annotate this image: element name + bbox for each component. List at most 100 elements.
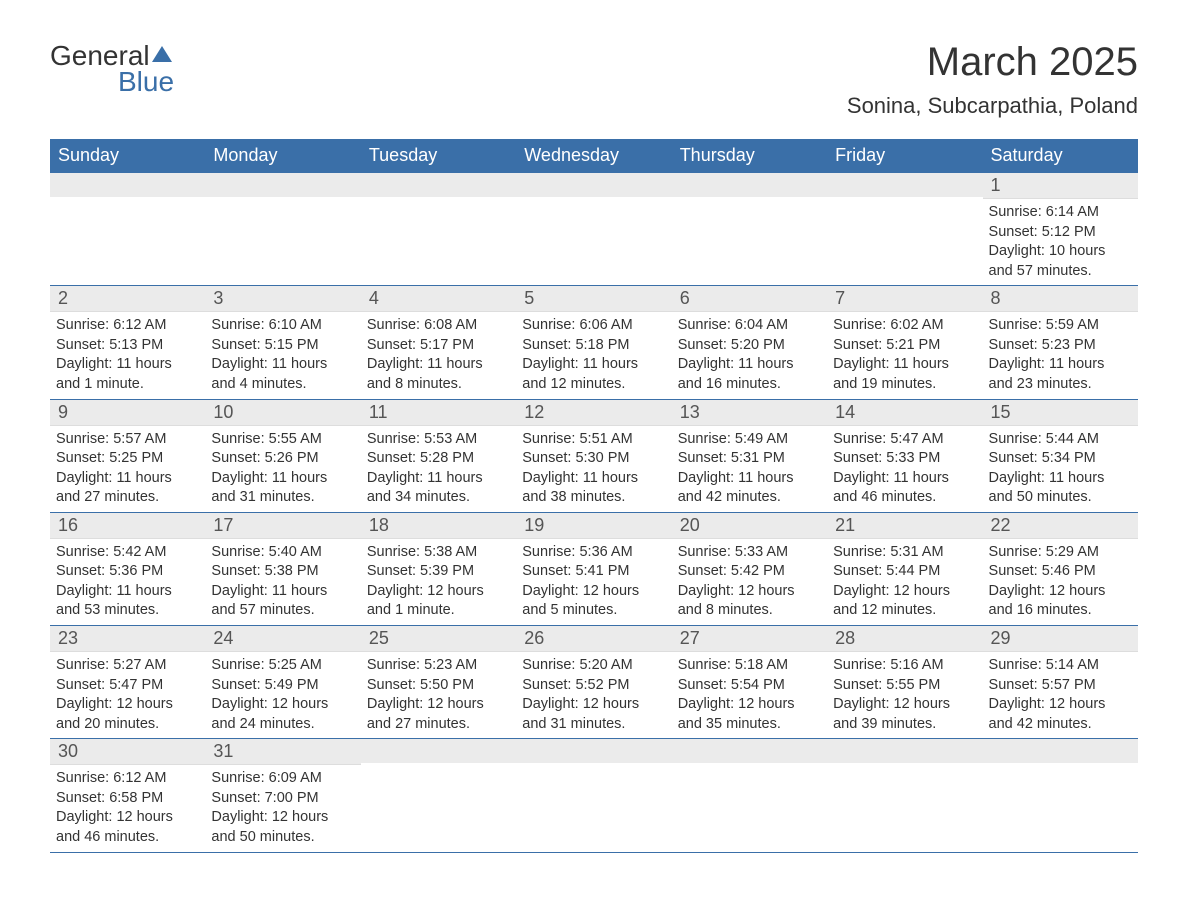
info-line-daylight2: and 8 minutes. (678, 601, 819, 621)
day-cell: 28Sunrise: 5:16 AMSunset: 5:55 PMDayligh… (827, 626, 982, 739)
info-line-daylight1: Daylight: 11 hours (989, 469, 1130, 489)
day-content: Sunrise: 5:36 AMSunset: 5:41 PMDaylight:… (516, 539, 671, 625)
info-line-daylight2: and 50 minutes. (211, 828, 352, 848)
day-number: 3 (205, 286, 360, 312)
day-number: 30 (50, 739, 205, 765)
day-number (361, 173, 516, 197)
day-content: Sunrise: 5:49 AMSunset: 5:31 PMDaylight:… (672, 426, 827, 512)
info-line-sunset: Sunset: 5:44 PM (833, 562, 974, 582)
day-cell: 24Sunrise: 5:25 AMSunset: 5:49 PMDayligh… (205, 626, 360, 739)
day-content (983, 763, 1138, 843)
info-line-sunrise: Sunrise: 5:25 AM (211, 656, 352, 676)
info-line-sunrise: Sunrise: 5:55 AM (211, 430, 352, 450)
info-line-sunset: Sunset: 5:47 PM (56, 676, 197, 696)
info-line-daylight2: and 27 minutes. (367, 715, 508, 735)
day-content: Sunrise: 5:33 AMSunset: 5:42 PMDaylight:… (672, 539, 827, 625)
info-line-daylight2: and 42 minutes. (678, 488, 819, 508)
info-line-daylight1: Daylight: 11 hours (522, 355, 663, 375)
header-cell-monday: Monday (205, 139, 360, 173)
info-line-sunset: Sunset: 5:30 PM (522, 449, 663, 469)
day-cell: 9Sunrise: 5:57 AMSunset: 5:25 PMDaylight… (50, 399, 205, 512)
info-line-sunset: Sunset: 5:55 PM (833, 676, 974, 696)
day-content: Sunrise: 5:57 AMSunset: 5:25 PMDaylight:… (50, 426, 205, 512)
info-line-sunset: Sunset: 5:25 PM (56, 449, 197, 469)
day-content: Sunrise: 5:29 AMSunset: 5:46 PMDaylight:… (983, 539, 1138, 625)
info-line-daylight2: and 46 minutes. (833, 488, 974, 508)
day-number: 1 (983, 173, 1138, 199)
logo-blue: Blue (118, 66, 174, 98)
info-line-daylight1: Daylight: 12 hours (833, 582, 974, 602)
day-content: Sunrise: 5:53 AMSunset: 5:28 PMDaylight:… (361, 426, 516, 512)
info-line-sunset: Sunset: 5:17 PM (367, 336, 508, 356)
day-content: Sunrise: 6:02 AMSunset: 5:21 PMDaylight:… (827, 312, 982, 398)
info-line-daylight2: and 42 minutes. (989, 715, 1130, 735)
day-cell (361, 739, 516, 852)
info-line-daylight2: and 57 minutes. (989, 262, 1130, 282)
day-content: Sunrise: 6:06 AMSunset: 5:18 PMDaylight:… (516, 312, 671, 398)
calendar-table: Sunday Monday Tuesday Wednesday Thursday… (50, 139, 1138, 853)
info-line-sunset: Sunset: 5:46 PM (989, 562, 1130, 582)
day-number (672, 173, 827, 197)
day-cell: 31Sunrise: 6:09 AMSunset: 7:00 PMDayligh… (205, 739, 360, 852)
week-row: 16Sunrise: 5:42 AMSunset: 5:36 PMDayligh… (50, 512, 1138, 625)
day-cell: 6Sunrise: 6:04 AMSunset: 5:20 PMDaylight… (672, 286, 827, 399)
info-line-sunset: Sunset: 5:49 PM (211, 676, 352, 696)
info-line-sunset: Sunset: 5:33 PM (833, 449, 974, 469)
day-content (361, 197, 516, 277)
day-content: Sunrise: 5:27 AMSunset: 5:47 PMDaylight:… (50, 652, 205, 738)
day-cell: 23Sunrise: 5:27 AMSunset: 5:47 PMDayligh… (50, 626, 205, 739)
day-cell: 25Sunrise: 5:23 AMSunset: 5:50 PMDayligh… (361, 626, 516, 739)
info-line-sunrise: Sunrise: 5:53 AM (367, 430, 508, 450)
day-number: 9 (50, 400, 205, 426)
info-line-daylight1: Daylight: 12 hours (211, 808, 352, 828)
info-line-sunrise: Sunrise: 5:44 AM (989, 430, 1130, 450)
info-line-sunrise: Sunrise: 5:14 AM (989, 656, 1130, 676)
info-line-daylight2: and 16 minutes. (678, 375, 819, 395)
day-cell: 29Sunrise: 5:14 AMSunset: 5:57 PMDayligh… (983, 626, 1138, 739)
day-content: Sunrise: 5:18 AMSunset: 5:54 PMDaylight:… (672, 652, 827, 738)
info-line-sunrise: Sunrise: 6:08 AM (367, 316, 508, 336)
info-line-sunrise: Sunrise: 5:18 AM (678, 656, 819, 676)
info-line-daylight2: and 1 minute. (56, 375, 197, 395)
info-line-sunrise: Sunrise: 6:12 AM (56, 316, 197, 336)
info-line-daylight1: Daylight: 12 hours (522, 695, 663, 715)
day-number (516, 173, 671, 197)
info-line-sunrise: Sunrise: 6:10 AM (211, 316, 352, 336)
info-line-daylight1: Daylight: 11 hours (833, 469, 974, 489)
day-cell: 12Sunrise: 5:51 AMSunset: 5:30 PMDayligh… (516, 399, 671, 512)
info-line-daylight2: and 16 minutes. (989, 601, 1130, 621)
day-content: Sunrise: 5:16 AMSunset: 5:55 PMDaylight:… (827, 652, 982, 738)
info-line-sunset: Sunset: 5:41 PM (522, 562, 663, 582)
day-content: Sunrise: 5:14 AMSunset: 5:57 PMDaylight:… (983, 652, 1138, 738)
header-cell-wednesday: Wednesday (516, 139, 671, 173)
day-number: 4 (361, 286, 516, 312)
info-line-sunrise: Sunrise: 6:09 AM (211, 769, 352, 789)
day-cell: 2Sunrise: 6:12 AMSunset: 5:13 PMDaylight… (50, 286, 205, 399)
day-number: 25 (361, 626, 516, 652)
day-cell (827, 739, 982, 852)
day-number: 27 (672, 626, 827, 652)
day-cell: 3Sunrise: 6:10 AMSunset: 5:15 PMDaylight… (205, 286, 360, 399)
day-cell (516, 739, 671, 852)
day-cell (516, 173, 671, 286)
info-line-daylight1: Daylight: 11 hours (367, 355, 508, 375)
info-line-sunset: Sunset: 5:57 PM (989, 676, 1130, 696)
info-line-daylight2: and 12 minutes. (833, 601, 974, 621)
info-line-daylight2: and 5 minutes. (522, 601, 663, 621)
day-number: 7 (827, 286, 982, 312)
info-line-sunset: Sunset: 5:28 PM (367, 449, 508, 469)
calendar-header-row: Sunday Monday Tuesday Wednesday Thursday… (50, 139, 1138, 173)
day-content (516, 763, 671, 843)
info-line-daylight2: and 4 minutes. (211, 375, 352, 395)
info-line-daylight1: Daylight: 11 hours (678, 355, 819, 375)
info-line-daylight2: and 38 minutes. (522, 488, 663, 508)
info-line-sunrise: Sunrise: 5:59 AM (989, 316, 1130, 336)
day-cell: 22Sunrise: 5:29 AMSunset: 5:46 PMDayligh… (983, 512, 1138, 625)
info-line-sunset: Sunset: 5:15 PM (211, 336, 352, 356)
day-cell: 17Sunrise: 5:40 AMSunset: 5:38 PMDayligh… (205, 512, 360, 625)
info-line-daylight1: Daylight: 11 hours (522, 469, 663, 489)
day-cell (205, 173, 360, 286)
info-line-daylight1: Daylight: 12 hours (56, 808, 197, 828)
info-line-sunset: Sunset: 5:38 PM (211, 562, 352, 582)
day-content: Sunrise: 6:04 AMSunset: 5:20 PMDaylight:… (672, 312, 827, 398)
